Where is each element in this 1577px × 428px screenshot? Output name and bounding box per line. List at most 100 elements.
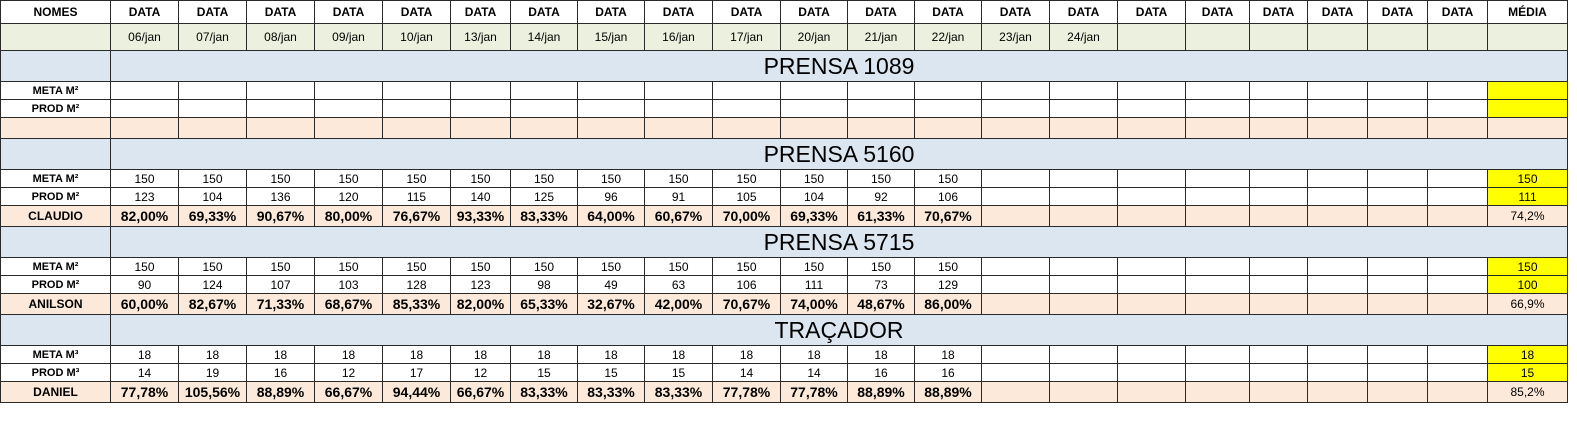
- prod-value-cell[interactable]: [847, 99, 915, 118]
- meta-value-cell[interactable]: 150: [712, 169, 781, 188]
- percent-cell[interactable]: 77,78%: [780, 381, 848, 403]
- percent-cell[interactable]: [1185, 381, 1250, 403]
- percent-cell[interactable]: [1307, 205, 1368, 227]
- meta-value-cell[interactable]: [1117, 257, 1186, 276]
- meta-value-cell[interactable]: [1249, 345, 1308, 364]
- prod-value-cell[interactable]: 103: [314, 275, 383, 294]
- meta-average-cell[interactable]: 150: [1487, 257, 1568, 276]
- prod-value-cell[interactable]: [1249, 363, 1308, 382]
- meta-value-cell[interactable]: [1117, 169, 1186, 188]
- percent-cell[interactable]: 48,67%: [847, 293, 915, 315]
- prod-value-cell[interactable]: [1427, 363, 1488, 382]
- date-cell[interactable]: 16/jan: [644, 23, 713, 51]
- prod-value-cell[interactable]: [1249, 275, 1308, 294]
- percent-cell[interactable]: [1049, 117, 1118, 139]
- percent-cell[interactable]: [510, 117, 578, 139]
- date-cell[interactable]: [1367, 23, 1428, 51]
- percent-cell[interactable]: 86,00%: [914, 293, 982, 315]
- percent-cell[interactable]: [1249, 117, 1308, 139]
- percent-cell[interactable]: 68,67%: [314, 293, 383, 315]
- date-cell[interactable]: [1249, 23, 1308, 51]
- prod-value-cell[interactable]: 123: [450, 275, 511, 294]
- prod-value-cell[interactable]: [1185, 99, 1250, 118]
- meta-value-cell[interactable]: [1117, 345, 1186, 364]
- percent-cell[interactable]: [1117, 293, 1186, 315]
- percent-average-cell[interactable]: 66,9%: [1487, 293, 1568, 315]
- prod-value-cell[interactable]: [1307, 275, 1368, 294]
- prod-value-cell[interactable]: 104: [178, 187, 247, 206]
- data-header[interactable]: DATA: [1367, 0, 1428, 24]
- prod-value-cell[interactable]: 14: [780, 363, 848, 382]
- percent-cell[interactable]: 93,33%: [450, 205, 511, 227]
- prod-label[interactable]: PROD M²: [0, 99, 111, 118]
- prod-value-cell[interactable]: [1117, 187, 1186, 206]
- meta-value-cell[interactable]: 150: [644, 257, 713, 276]
- percent-cell[interactable]: [1427, 117, 1488, 139]
- prod-value-cell[interactable]: [1117, 99, 1186, 118]
- meta-value-cell[interactable]: [981, 169, 1050, 188]
- prod-value-cell[interactable]: 98: [510, 275, 578, 294]
- prod-value-cell[interactable]: 14: [110, 363, 179, 382]
- meta-value-cell[interactable]: 150: [110, 169, 179, 188]
- prod-value-cell[interactable]: [1427, 99, 1488, 118]
- meta-value-cell[interactable]: 150: [780, 257, 848, 276]
- prod-value-cell[interactable]: 105: [712, 187, 781, 206]
- prod-value-cell[interactable]: [1427, 275, 1488, 294]
- data-header[interactable]: DATA: [1185, 0, 1250, 24]
- date-cell[interactable]: 23/jan: [981, 23, 1050, 51]
- prod-value-cell[interactable]: [382, 99, 451, 118]
- percent-cell[interactable]: [1249, 381, 1308, 403]
- percent-cell[interactable]: 90,67%: [246, 205, 315, 227]
- prod-value-cell[interactable]: 96: [577, 187, 645, 206]
- date-cell[interactable]: 21/jan: [847, 23, 915, 51]
- meta-value-cell[interactable]: [712, 81, 781, 100]
- data-header[interactable]: DATA: [1307, 0, 1368, 24]
- prod-value-cell[interactable]: [178, 99, 247, 118]
- percent-cell[interactable]: 85,33%: [382, 293, 451, 315]
- percent-cell[interactable]: 76,67%: [382, 205, 451, 227]
- percent-cell[interactable]: [1367, 293, 1428, 315]
- meta-value-cell[interactable]: 150: [450, 257, 511, 276]
- meta-value-cell[interactable]: 18: [178, 345, 247, 364]
- percent-average-cell[interactable]: 85,2%: [1487, 381, 1568, 403]
- data-header[interactable]: DATA: [577, 0, 645, 24]
- date-cell[interactable]: 10/jan: [382, 23, 451, 51]
- meta-value-cell[interactable]: 18: [847, 345, 915, 364]
- percent-cell[interactable]: 88,89%: [246, 381, 315, 403]
- prod-value-cell[interactable]: [1249, 99, 1308, 118]
- meta-value-cell[interactable]: 150: [314, 169, 383, 188]
- meta-label[interactable]: META M³: [0, 345, 111, 364]
- meta-value-cell[interactable]: 150: [246, 257, 315, 276]
- percent-cell[interactable]: [1185, 205, 1250, 227]
- percent-cell[interactable]: 94,44%: [382, 381, 451, 403]
- meta-value-cell[interactable]: [1185, 81, 1250, 100]
- date-cell[interactable]: 13/jan: [450, 23, 511, 51]
- prod-value-cell[interactable]: [1049, 187, 1118, 206]
- data-header[interactable]: DATA: [847, 0, 915, 24]
- percent-cell[interactable]: [1307, 293, 1368, 315]
- data-header[interactable]: DATA: [1249, 0, 1308, 24]
- data-header[interactable]: DATA: [450, 0, 511, 24]
- prod-value-cell[interactable]: 140: [450, 187, 511, 206]
- meta-value-cell[interactable]: [981, 81, 1050, 100]
- percent-cell[interactable]: 66,67%: [314, 381, 383, 403]
- meta-average-cell[interactable]: [1487, 81, 1568, 100]
- data-header[interactable]: DATA: [780, 0, 848, 24]
- percent-cell[interactable]: 61,33%: [847, 205, 915, 227]
- meta-value-cell[interactable]: 18: [382, 345, 451, 364]
- meta-value-cell[interactable]: 150: [178, 257, 247, 276]
- prod-value-cell[interactable]: [712, 99, 781, 118]
- date-cell[interactable]: 15/jan: [577, 23, 645, 51]
- percent-average-cell[interactable]: [1487, 117, 1568, 139]
- data-header[interactable]: DATA: [1427, 0, 1488, 24]
- prod-value-cell[interactable]: [1185, 187, 1250, 206]
- meta-value-cell[interactable]: 18: [780, 345, 848, 364]
- meta-label[interactable]: META M²: [0, 81, 111, 100]
- meta-value-cell[interactable]: [1367, 169, 1428, 188]
- percent-cell[interactable]: 70,67%: [712, 293, 781, 315]
- prod-value-cell[interactable]: 91: [644, 187, 713, 206]
- prod-average-cell[interactable]: 15: [1487, 363, 1568, 382]
- prod-value-cell[interactable]: 12: [314, 363, 383, 382]
- percent-cell[interactable]: [914, 117, 982, 139]
- data-header[interactable]: DATA: [1117, 0, 1186, 24]
